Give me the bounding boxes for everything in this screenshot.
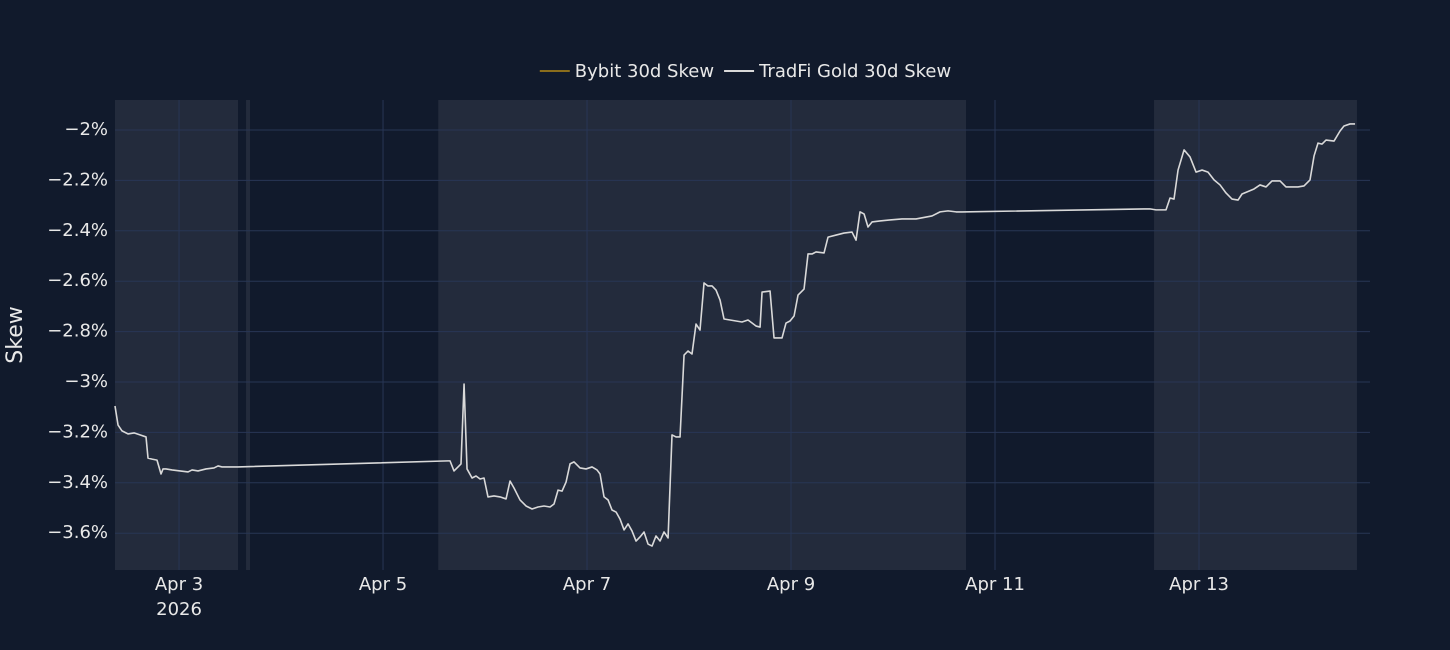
shade-layer <box>115 100 1357 570</box>
y-tick-label: −2.2% <box>47 169 108 190</box>
y-tick-label: −2.4% <box>47 220 108 241</box>
x-year-label: 2026 <box>156 599 202 620</box>
x-tick-label: Apr 11 <box>965 574 1025 595</box>
shaded-range <box>1154 100 1357 570</box>
y-tick-label: −2.6% <box>47 270 108 291</box>
x-tick-label: Apr 9 <box>767 574 815 595</box>
y-tick-label: −2.8% <box>47 321 108 342</box>
y-tick-label: −3.2% <box>47 421 108 442</box>
x-tick-label: Apr 5 <box>359 574 407 595</box>
legend-item[interactable]: Bybit 30d Skew <box>539 61 714 82</box>
shaded-range <box>246 100 251 570</box>
series-line <box>114 123 1356 547</box>
shaded-range <box>115 100 239 570</box>
legend: Bybit 30d Skew TradFi Gold 30d Skew <box>539 61 951 82</box>
y-tick-label: −2% <box>64 119 108 140</box>
y-tick-label: −3.4% <box>47 472 108 493</box>
shaded-range <box>438 100 967 570</box>
y-tick-label: −3% <box>64 371 108 392</box>
grid-layer <box>115 100 1370 570</box>
x-tick-label: Apr 3 <box>155 574 203 595</box>
label-layer: Skew −2% −2.2% −2.4% −2.6% −2.8% −3% −3.2% −3.4… <box>3 119 1229 620</box>
legend-label: TradFi Gold 30d Skew <box>758 61 951 82</box>
y-tick-label: −3.6% <box>47 522 108 543</box>
legend-label: Bybit 30d Skew <box>575 61 714 82</box>
y-axis-title: Skew <box>3 306 28 363</box>
line-layer <box>114 123 1356 547</box>
x-tick-label: Apr 7 <box>563 574 611 595</box>
legend-item[interactable]: TradFi Gold 30d Skew <box>724 61 951 82</box>
x-tick-label: Apr 13 <box>1169 574 1229 595</box>
